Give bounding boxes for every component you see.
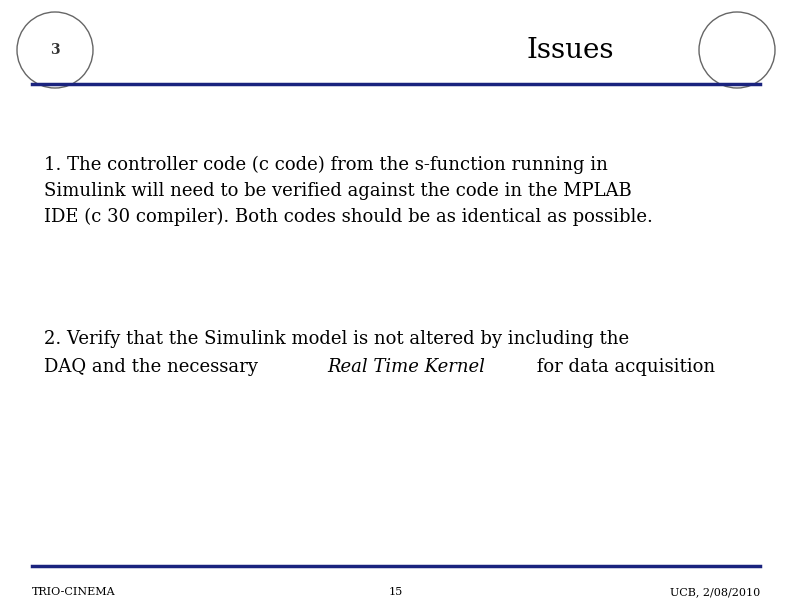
Text: 15: 15: [389, 588, 403, 597]
Text: TRIO-CINEMA: TRIO-CINEMA: [32, 588, 116, 597]
Text: UCB, 2/08/2010: UCB, 2/08/2010: [670, 588, 760, 597]
Text: DAQ and the necessary: DAQ and the necessary: [44, 359, 263, 376]
Text: 3: 3: [50, 43, 60, 57]
Text: for data acquisition: for data acquisition: [531, 359, 715, 376]
Text: 1. The controller code (c code) from the s-function running in
Simulink will nee: 1. The controller code (c code) from the…: [44, 156, 653, 226]
Text: Issues: Issues: [527, 37, 614, 64]
Text: Real Time Kernel: Real Time Kernel: [327, 359, 485, 376]
Text: 2. Verify that the Simulink model is not altered by including the: 2. Verify that the Simulink model is not…: [44, 330, 629, 348]
